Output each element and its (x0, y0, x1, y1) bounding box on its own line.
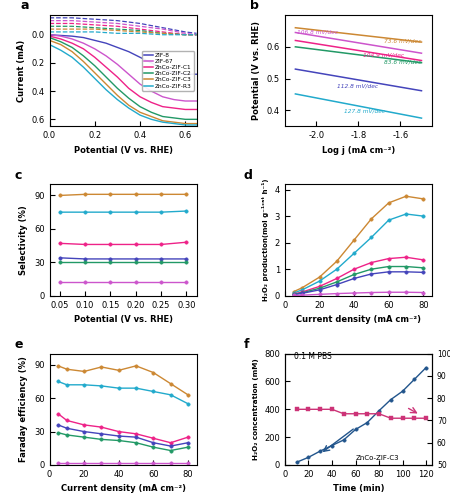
Text: ZnCo-ZIF-C3: ZnCo-ZIF-C3 (356, 455, 399, 461)
Text: c: c (14, 168, 22, 181)
Text: f: f (244, 338, 249, 351)
Text: e: e (14, 338, 22, 351)
Legend: ZIF-8, ZIF-67, ZnCo-ZIF-C1, ZnCo-ZIF-C2, ZnCo-ZIF-C3, ZnCo-ZIF-R3: ZIF-8, ZIF-67, ZnCo-ZIF-C1, ZnCo-ZIF-C2,… (142, 51, 194, 90)
Y-axis label: Current (mA): Current (mA) (17, 40, 26, 102)
Text: 83.6 mV/dec: 83.6 mV/dec (384, 60, 422, 64)
X-axis label: Current density (mA cm⁻²): Current density (mA cm⁻²) (296, 315, 421, 324)
Text: d: d (244, 168, 252, 181)
X-axis label: Current density (mA cm⁻²): Current density (mA cm⁻²) (61, 484, 185, 494)
X-axis label: Log j (mA cm⁻²): Log j (mA cm⁻²) (322, 146, 395, 155)
X-axis label: Potential (V vs. RHE): Potential (V vs. RHE) (73, 146, 172, 155)
Text: 104.9 mV/dec: 104.9 mV/dec (363, 52, 404, 58)
Text: b: b (250, 0, 258, 12)
X-axis label: Potential (V vs. RHE): Potential (V vs. RHE) (73, 315, 172, 324)
Y-axis label: H₂O₂ concentration (mM): H₂O₂ concentration (mM) (252, 358, 259, 460)
Text: 112.8 mV/dec: 112.8 mV/dec (338, 83, 378, 88)
Text: 0.1 M PBS: 0.1 M PBS (294, 352, 332, 361)
Text: 106.8 mV/dec: 106.8 mV/dec (297, 29, 338, 34)
Y-axis label: Potential (V vs. RHE): Potential (V vs. RHE) (252, 21, 261, 120)
X-axis label: Time (min): Time (min) (333, 484, 384, 494)
Y-axis label: Faraday efficiency (%): Faraday efficiency (%) (19, 356, 28, 462)
Y-axis label: Selectivity (%): Selectivity (%) (19, 205, 28, 275)
Text: 73.6 mV/dec: 73.6 mV/dec (384, 39, 422, 44)
Y-axis label: H₂O₂ production(mol g⁻¹ᶜᵃᵗ h⁻¹): H₂O₂ production(mol g⁻¹ᶜᵃᵗ h⁻¹) (262, 179, 269, 301)
Text: a: a (20, 0, 29, 12)
Text: 127.8 mV/dec: 127.8 mV/dec (344, 108, 385, 114)
